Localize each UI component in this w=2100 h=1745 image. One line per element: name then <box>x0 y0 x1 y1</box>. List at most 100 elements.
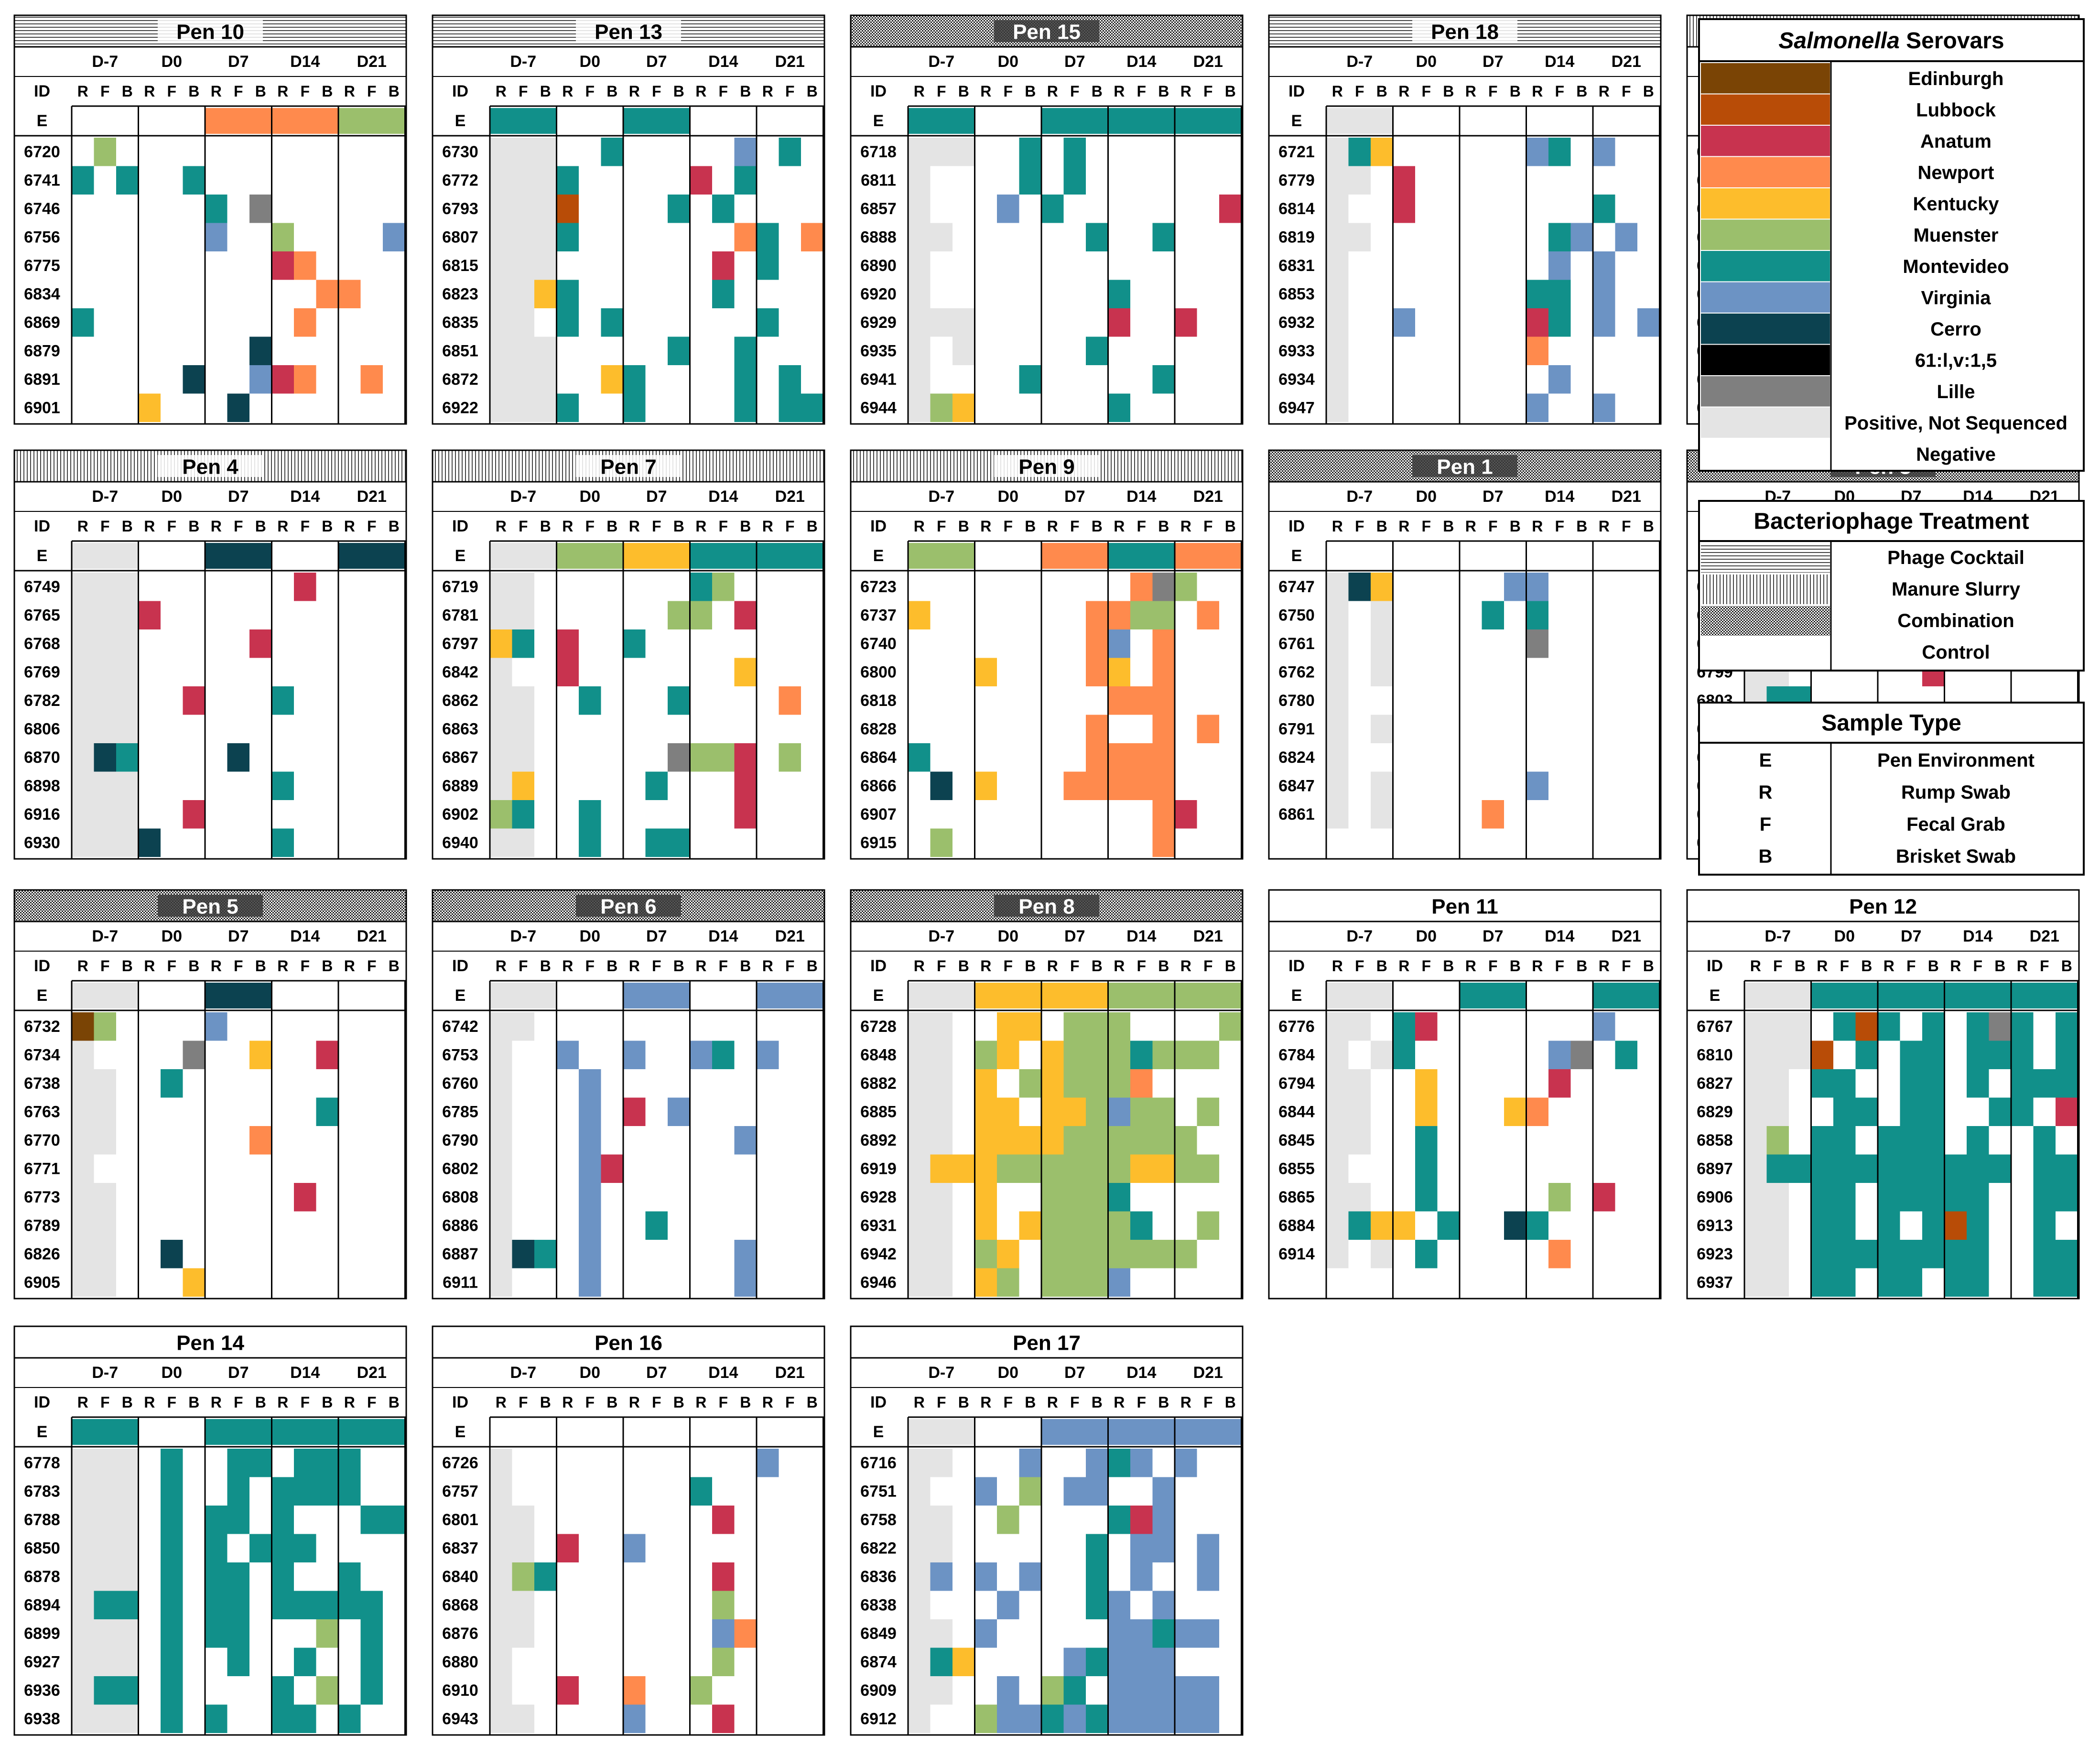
result-cell <box>1152 365 1175 394</box>
id-header: ID <box>870 82 887 100</box>
sample-col-label: F <box>1137 83 1146 100</box>
result-cell <box>1326 1240 1349 1268</box>
result-cell <box>1348 138 1371 166</box>
result-cell <box>2033 1069 2056 1098</box>
sample-col-label: B <box>255 518 266 535</box>
sample-col-label: F <box>234 1394 243 1411</box>
result-cell <box>1108 1449 1130 1477</box>
result-cell <box>579 1126 601 1155</box>
sample-type-legend-box <box>1698 702 2085 876</box>
sample-col-label: F <box>300 1394 310 1411</box>
result-cell <box>490 573 512 601</box>
pen-frame <box>1268 481 1662 860</box>
serovar-label: Virginia <box>1921 287 1992 308</box>
sample-col-label: B <box>1443 518 1454 535</box>
result-cell <box>94 1591 116 1619</box>
result-cell <box>1878 1183 1900 1212</box>
day-label: D-7 <box>1346 488 1373 506</box>
day-label: D-7 <box>510 53 536 71</box>
result-cell <box>1526 280 1548 308</box>
result-cell <box>72 1069 94 1098</box>
result-cell <box>360 365 383 394</box>
result-cell <box>116 1676 139 1705</box>
sample-col-label: B <box>958 83 969 100</box>
result-cell <box>1744 1183 1767 1212</box>
animal-id: 6891 <box>24 370 60 389</box>
result-cell <box>94 601 116 629</box>
sample-col-label: F <box>718 83 728 100</box>
result-cell <box>1526 393 1548 422</box>
result-cell <box>1019 1154 1041 1183</box>
animal-id: 6888 <box>860 228 897 246</box>
result-cell <box>1967 1240 1989 1268</box>
sample-col-label: F <box>1622 957 1631 975</box>
sample-col-label: B <box>740 518 751 535</box>
result-cell <box>271 771 294 800</box>
result-cell <box>1152 715 1175 743</box>
sample-col-label: B <box>1092 83 1103 100</box>
result-cell <box>1041 1240 1064 1268</box>
day-label: D14 <box>1126 488 1156 506</box>
result-cell <box>908 743 931 772</box>
result-cell <box>227 1619 249 1648</box>
result-cell <box>1197 1562 1219 1591</box>
result-cell <box>94 1506 116 1534</box>
animal-id: 6770 <box>24 1131 60 1149</box>
result-cell <box>1152 1240 1175 1268</box>
result-cell <box>1130 686 1153 715</box>
sample-col-label: F <box>1070 83 1080 100</box>
result-cell <box>1811 1268 1833 1297</box>
result-cell <box>1744 1069 1767 1098</box>
result-cell <box>1744 1240 1767 1268</box>
result-cell <box>734 1126 757 1155</box>
sample-col-label: R <box>1332 957 1343 975</box>
sample-col-label: B <box>1576 518 1587 535</box>
result-cell <box>930 1449 953 1477</box>
result-cell <box>94 573 116 601</box>
animal-id: 6864 <box>860 748 897 767</box>
env-cell <box>138 108 205 134</box>
sample-col-label: B <box>389 83 400 100</box>
animal-id: 6919 <box>860 1160 897 1178</box>
result-cell <box>1086 336 1108 365</box>
result-cell <box>271 1477 294 1506</box>
result-cell <box>974 1268 997 1297</box>
sample-col-label: R <box>1114 957 1125 975</box>
result-cell <box>712 1591 735 1619</box>
result-cell <box>94 1240 116 1268</box>
result-cell <box>1041 195 1064 223</box>
pen-title-backdrop <box>576 20 681 42</box>
sample-col-label: R <box>1114 83 1125 100</box>
sample-col-label: F <box>519 1394 528 1411</box>
env-cell <box>1526 108 1593 134</box>
result-cell <box>953 138 975 166</box>
animal-id: 6886 <box>442 1216 478 1235</box>
day-label: D7 <box>228 1364 249 1382</box>
sample-col-label: R <box>1532 957 1543 975</box>
result-cell <box>908 1506 931 1534</box>
result-cell <box>930 1506 953 1534</box>
result-cell <box>316 1676 338 1705</box>
sample-col-label: F <box>652 83 661 100</box>
pen-title: Pen 15 <box>1013 21 1081 44</box>
sample-col-label: R <box>1180 957 1191 975</box>
animal-id: 6878 <box>24 1568 60 1586</box>
result-cell <box>1548 365 1571 394</box>
animal-id: 6937 <box>1697 1273 1733 1291</box>
day-label: D-7 <box>92 488 118 506</box>
result-cell <box>338 1704 361 1733</box>
result-cell <box>72 828 94 857</box>
result-cell <box>930 771 953 800</box>
animal-id: 6769 <box>24 663 60 681</box>
animal-id: 6760 <box>442 1074 478 1093</box>
result-cell <box>534 365 557 394</box>
sample-col-label: B <box>673 1394 684 1411</box>
animal-id: 6946 <box>860 1273 897 1291</box>
result-cell <box>534 223 557 251</box>
animal-id: 6753 <box>442 1046 478 1064</box>
result-cell <box>72 1240 94 1268</box>
result-cell <box>1526 336 1548 365</box>
result-cell <box>1108 658 1130 686</box>
